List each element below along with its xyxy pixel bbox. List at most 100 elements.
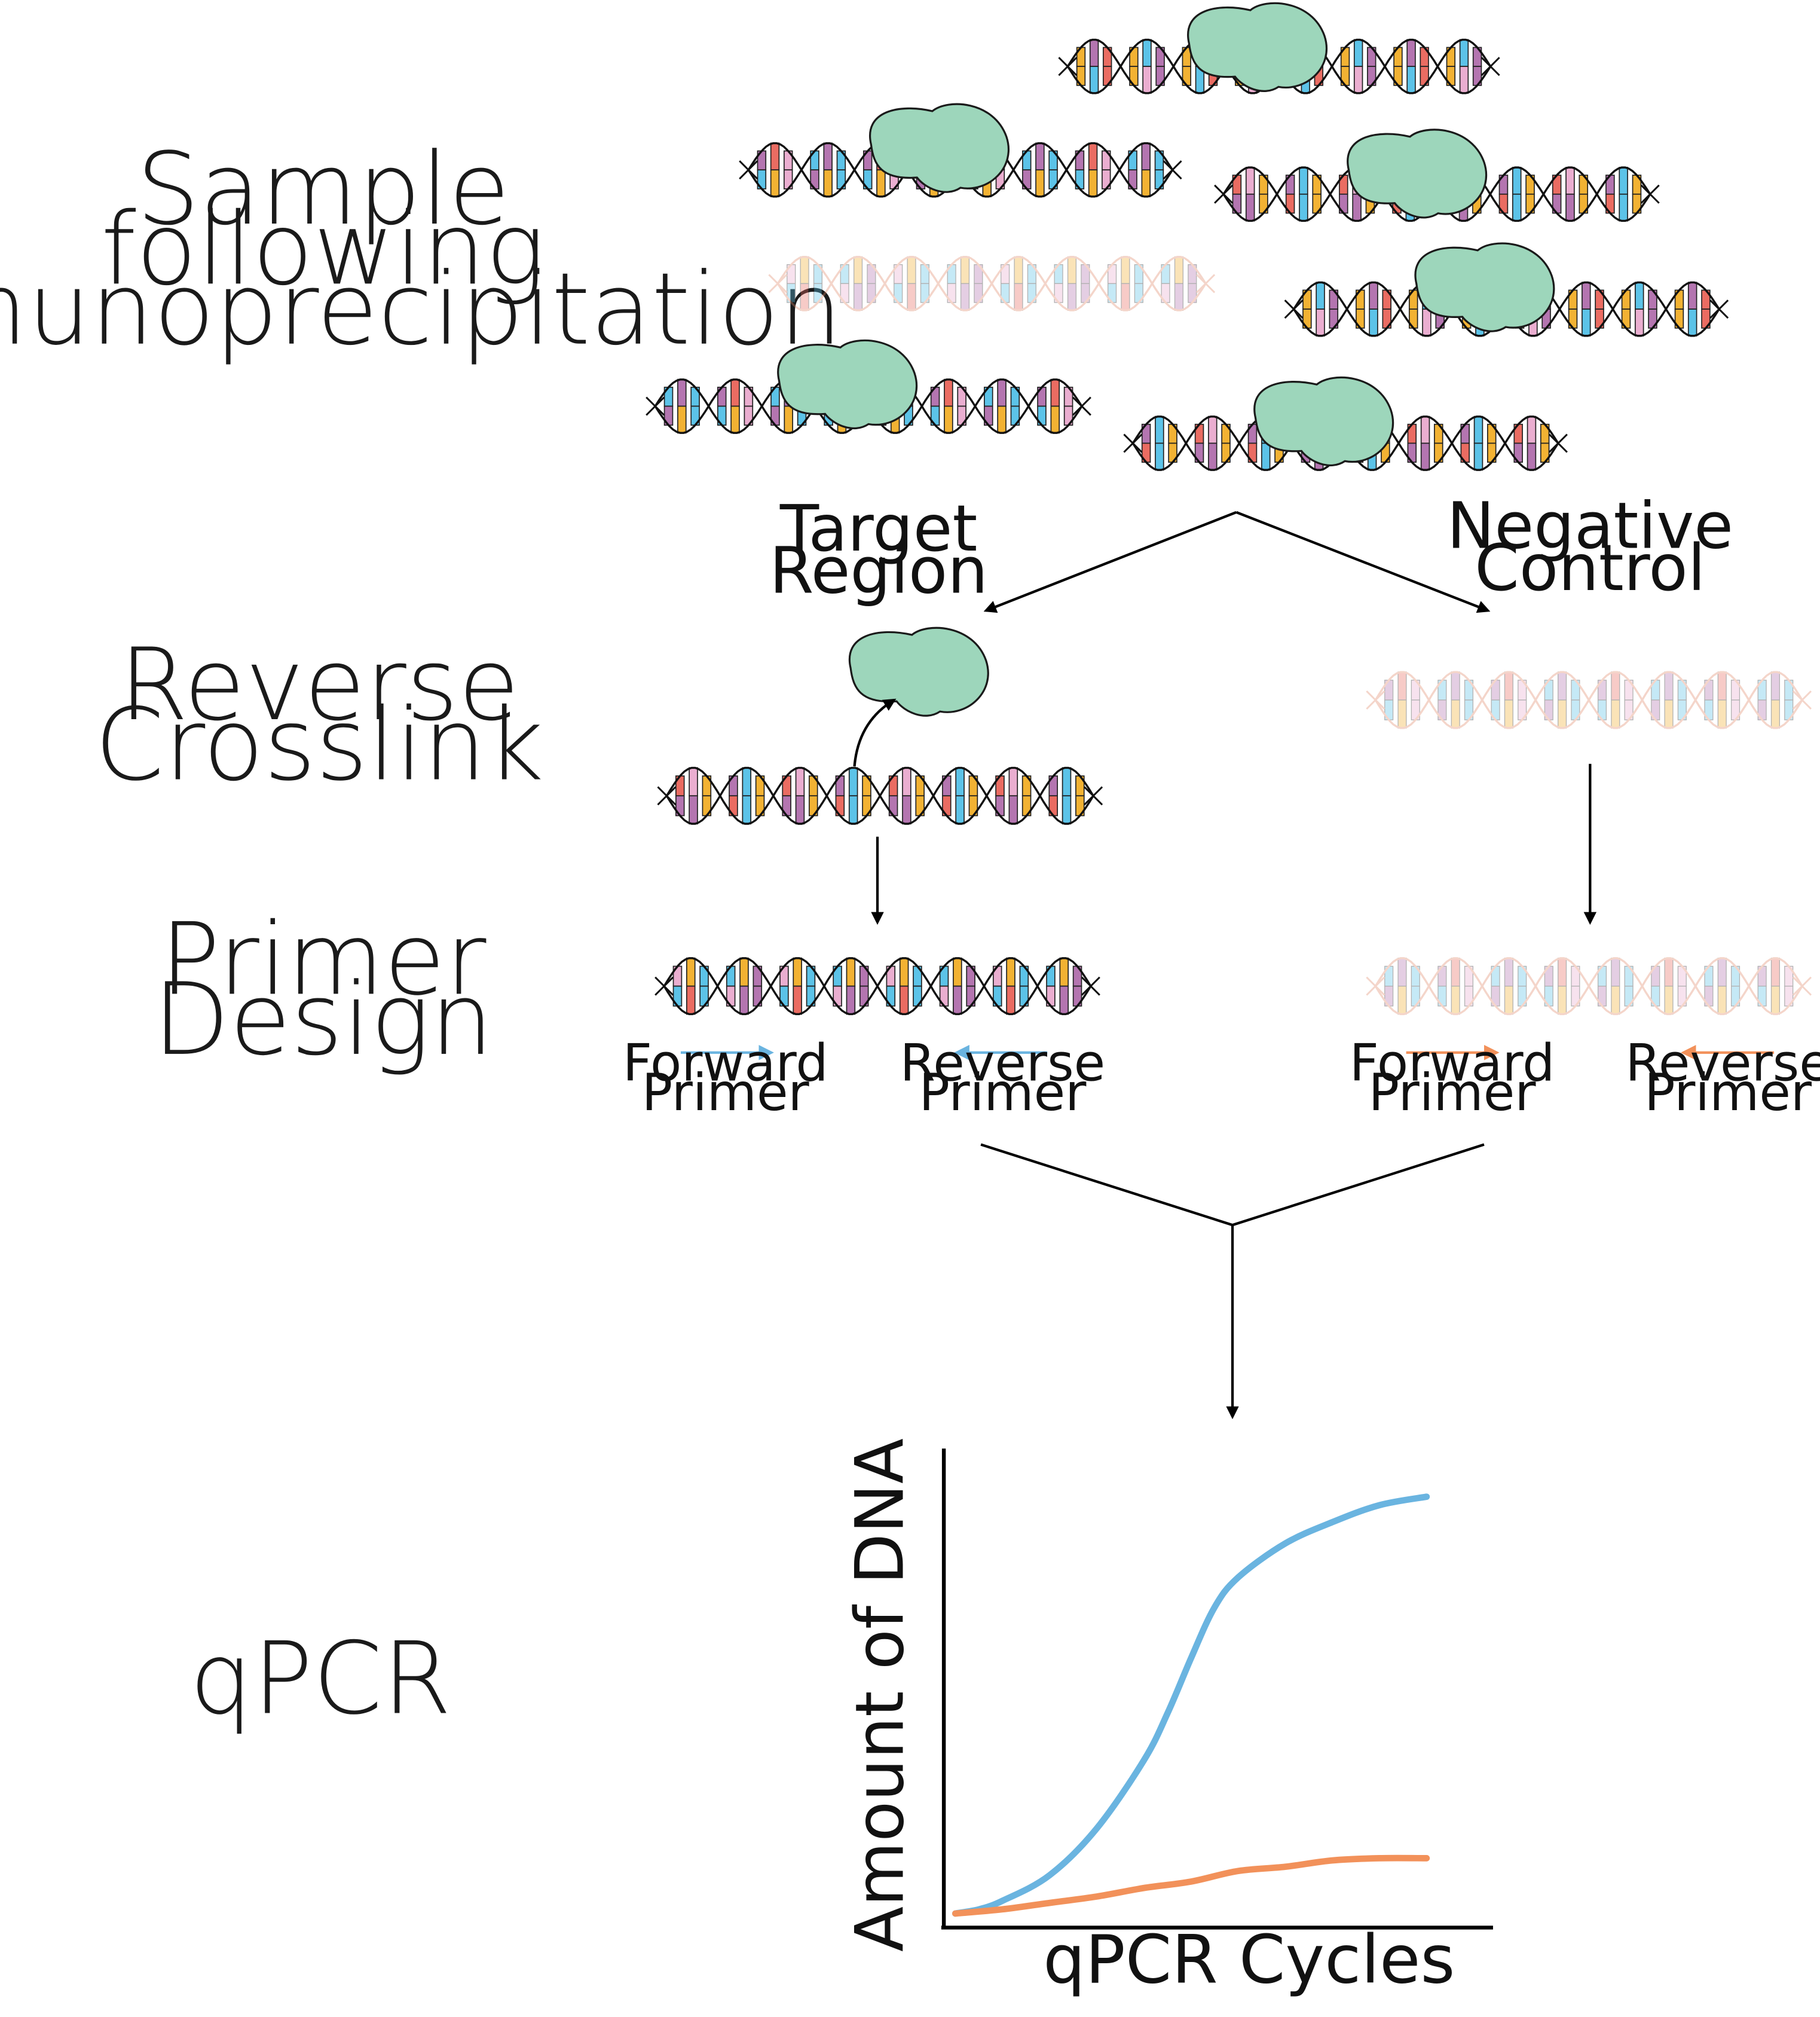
- base-pair: [689, 767, 698, 797]
- base-pair: [894, 264, 903, 285]
- base-pair: [1651, 680, 1660, 701]
- base-pair: [793, 985, 802, 1015]
- base-pair: [947, 283, 956, 303]
- base-pair: [1008, 795, 1018, 825]
- base-pair: [1054, 283, 1063, 303]
- base-pair: [1161, 283, 1170, 303]
- base-pair: [1491, 680, 1500, 701]
- base-pair: [1730, 965, 1741, 987]
- base-pair: [997, 405, 1007, 434]
- strand-end: [1084, 786, 1103, 806]
- base-pair: [1757, 699, 1767, 720]
- strand-end: [1709, 300, 1729, 319]
- base-pair: [1422, 308, 1431, 337]
- base-pair: [1062, 767, 1072, 797]
- dna-helices: [646, 38, 1812, 1016]
- base-pair: [1504, 985, 1513, 1015]
- base-pair: [800, 256, 809, 285]
- strand-end: [1366, 690, 1385, 710]
- base-pair: [1597, 965, 1607, 987]
- base-pair: [1299, 167, 1308, 195]
- base-pair: [1406, 39, 1416, 67]
- base-pair: [1261, 442, 1271, 471]
- base-pair: [1664, 985, 1674, 1015]
- base-pair: [1353, 66, 1363, 94]
- base-pair: [1035, 169, 1045, 197]
- base-pair: [1369, 282, 1378, 310]
- base-pair: [1473, 415, 1483, 444]
- protein-blob: [1414, 242, 1555, 332]
- base-pair: [953, 985, 962, 1015]
- base-pair: [1664, 671, 1674, 701]
- base-pair: [1411, 699, 1420, 720]
- base-pair: [907, 283, 916, 311]
- base-pair: [730, 378, 740, 407]
- base-pair: [686, 957, 696, 987]
- base-pair: [1245, 193, 1255, 222]
- backbone-strand: [663, 957, 1092, 1016]
- base-pair: [1108, 283, 1117, 303]
- base-pair: [1624, 965, 1634, 987]
- base-pair: [1459, 39, 1469, 67]
- base-pair: [1008, 767, 1018, 797]
- base-pair: [813, 264, 823, 285]
- base-pair: [1687, 282, 1697, 310]
- base-pair: [1770, 985, 1781, 1015]
- base-pair: [944, 378, 953, 407]
- base-pair: [1730, 699, 1741, 720]
- base-pair: [1619, 193, 1628, 222]
- base-pair: [1544, 965, 1553, 987]
- base-pair: [784, 405, 794, 434]
- base-pair: [1597, 699, 1607, 720]
- base-pair: [1491, 965, 1500, 987]
- base-pair: [1565, 193, 1575, 222]
- base-pair: [1397, 957, 1407, 987]
- backbone-strand: [1374, 671, 1803, 729]
- base-pair: [677, 405, 687, 434]
- base-pair: [1571, 985, 1580, 1007]
- qpcr-chart: qPCR Cycles Amount of DNA: [842, 1438, 1493, 1998]
- base-pair: [867, 264, 876, 285]
- strand-end: [768, 274, 788, 294]
- base-pair: [1050, 405, 1060, 434]
- base-pair: [742, 767, 752, 797]
- base-pair: [1001, 264, 1010, 285]
- step-primer-design-line2: Design: [153, 962, 494, 1078]
- base-pair: [686, 985, 696, 1015]
- base-pair: [1770, 699, 1781, 729]
- backbone-strand: [1374, 671, 1803, 729]
- base-pair: [1014, 283, 1023, 311]
- base-pair: [795, 767, 805, 797]
- base-pair: [1316, 282, 1325, 310]
- base-pair: [997, 378, 1007, 407]
- base-pair: [1664, 699, 1674, 729]
- base-pair: [1518, 985, 1527, 1007]
- base-pair: [1081, 283, 1090, 303]
- base-pair: [1770, 957, 1781, 987]
- branch-target-line2: Region: [769, 534, 988, 608]
- base-pair: [677, 378, 687, 407]
- base-pair: [1544, 680, 1553, 701]
- base-pair: [920, 264, 929, 285]
- base-pair: [1491, 699, 1500, 720]
- protein-blob: [869, 103, 1010, 193]
- protein-blob: [777, 339, 918, 430]
- base-pair: [813, 283, 823, 303]
- dna-sample-4-unbound: [768, 256, 1216, 311]
- reverse-primer-control-line2: Primer: [1644, 1063, 1812, 1123]
- base-pair: [1001, 283, 1010, 303]
- base-pair: [1611, 957, 1620, 987]
- base-pair: [1050, 378, 1060, 407]
- base-pair: [1527, 442, 1537, 471]
- base-pair: [1558, 699, 1567, 729]
- base-pair: [1027, 283, 1036, 303]
- base-pair: [974, 264, 983, 285]
- base-pair: [1571, 680, 1580, 701]
- base-pair: [1717, 957, 1727, 987]
- base-pair: [955, 767, 965, 797]
- base-pair: [1411, 680, 1420, 701]
- base-pair: [1611, 671, 1620, 701]
- base-pair: [1353, 39, 1363, 67]
- base-pair: [853, 256, 863, 285]
- base-pair: [1451, 957, 1460, 987]
